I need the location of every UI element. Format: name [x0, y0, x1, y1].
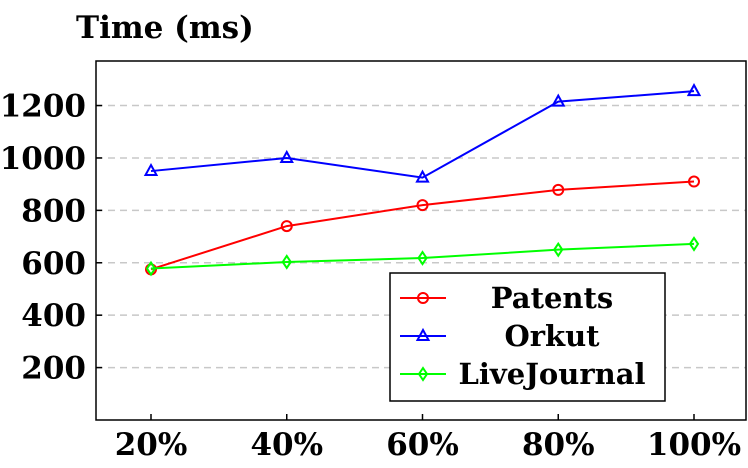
x-tick-label: 80%: [522, 427, 595, 463]
series-line: [150, 90, 695, 179]
data-point: [553, 241, 564, 258]
data-point: [686, 83, 702, 97]
legend-marker: [417, 292, 429, 304]
legend: Patents Orkut LiveJournal: [389, 272, 666, 402]
y-tick-label: 600: [21, 246, 86, 282]
series-orkut: [143, 83, 702, 183]
data-point: [688, 236, 700, 252]
legend-item: Patents: [400, 281, 613, 315]
data-point: [279, 149, 294, 163]
y-axis-ticks: 200 400 600 800 1000 1200: [0, 89, 102, 387]
x-tick-label: 100%: [647, 427, 741, 463]
series-layer: [143, 83, 702, 277]
legend-marker: [417, 366, 429, 382]
legend-label: Orkut: [504, 319, 600, 353]
x-tick-label: 40%: [250, 427, 323, 463]
series-livejournal: [145, 236, 700, 277]
legend-marker: [415, 327, 431, 341]
legend-label: Patents: [491, 281, 613, 315]
data-point: [415, 169, 430, 183]
y-tick-label: 800: [21, 193, 86, 229]
data-point: [417, 250, 428, 266]
data-point: [145, 260, 157, 277]
data-point: [416, 199, 429, 212]
x-tick-label: 60%: [386, 427, 459, 463]
y-tick-label: 1200: [0, 89, 86, 125]
legend-item: LiveJournal: [400, 357, 646, 391]
data-point: [688, 175, 700, 188]
plot-frame: [95, 60, 747, 421]
y-tick-label: 200: [21, 351, 86, 387]
data-point: [143, 162, 159, 177]
data-point: [281, 254, 292, 270]
series-patents: [145, 175, 700, 276]
legend-label: LiveJournal: [458, 357, 645, 391]
series-line: [150, 242, 695, 270]
data-point: [551, 93, 566, 107]
y-tick-label: 400: [21, 298, 86, 334]
chart-title: Time (ms): [76, 10, 254, 46]
x-tick-label: 20%: [115, 427, 188, 463]
data-point: [280, 220, 293, 233]
y-tick-label: 1000: [0, 141, 86, 177]
x-axis-ticks: 20% 40% 60% 80% 100%: [115, 414, 741, 463]
series-line: [150, 180, 695, 271]
data-point: [552, 183, 565, 196]
legend-item: Orkut: [400, 319, 600, 353]
